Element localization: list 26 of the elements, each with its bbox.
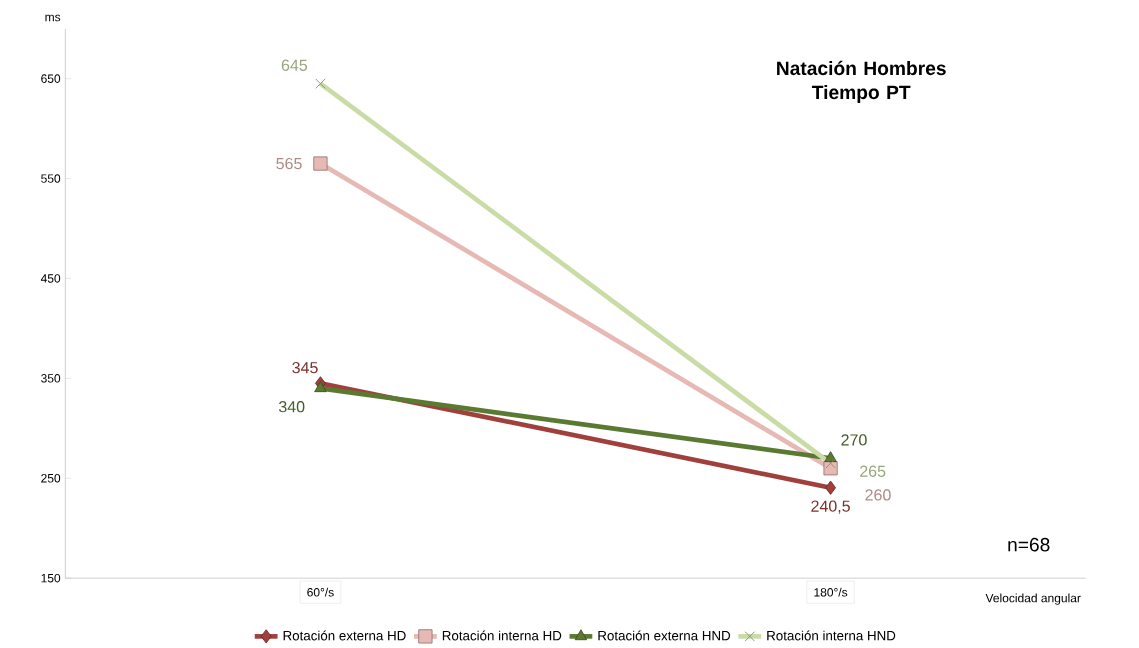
data-label: 345 [292, 362, 318, 374]
y-tick-label: 450 [40, 274, 61, 283]
legend-label: Rotación interna HD [442, 630, 562, 641]
y-tick-label: 550 [41, 174, 61, 183]
y-tick-label: 650 [41, 74, 61, 84]
y-tick-label: 350 [41, 374, 61, 383]
data-label: 270 [841, 434, 867, 446]
y-tick-label: 250 [41, 474, 61, 483]
data-label: 565 [276, 158, 302, 170]
data-label: 265 [860, 465, 886, 478]
data-label: 240,5 [811, 500, 850, 514]
x-axis-title: Velocidad angular [985, 593, 1081, 605]
data-label: 340 [278, 401, 305, 413]
text: Natación Hombres Tiempo PT [777, 61, 946, 104]
x-tick-label: 180°/s [814, 587, 848, 597]
x-tick-label: 60°/s [307, 587, 334, 597]
y-tick-label: 150 [41, 574, 61, 583]
point [313, 156, 328, 171]
legend-label: Rotación interna HND [767, 630, 896, 641]
annotation: n=68 [1008, 538, 1050, 552]
legend-label: Rotación externa HD [283, 630, 406, 641]
y-axis-title: ms [45, 14, 61, 22]
point [825, 480, 836, 495]
data-label: 645 [281, 59, 308, 72]
legend-label: Rotación externa HND [598, 630, 731, 641]
data-label: 260 [865, 489, 891, 501]
